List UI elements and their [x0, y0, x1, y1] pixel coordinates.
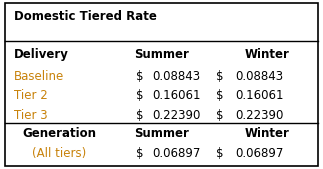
- Text: $: $: [136, 90, 143, 102]
- Text: 0.08843: 0.08843: [235, 70, 283, 83]
- Text: 0.16061: 0.16061: [152, 90, 200, 102]
- Text: Tier 2: Tier 2: [14, 90, 48, 102]
- Text: Baseline: Baseline: [14, 70, 65, 83]
- Text: 0.08843: 0.08843: [152, 70, 200, 83]
- Text: Domestic Tiered Rate: Domestic Tiered Rate: [14, 10, 157, 23]
- Text: 0.06897: 0.06897: [235, 147, 284, 160]
- Text: $: $: [216, 109, 224, 122]
- Text: $: $: [136, 147, 143, 160]
- Text: Winter: Winter: [245, 127, 290, 140]
- Text: (All tiers): (All tiers): [32, 147, 86, 160]
- Text: 0.06897: 0.06897: [152, 147, 200, 160]
- Text: $: $: [136, 109, 143, 122]
- Text: Summer: Summer: [134, 48, 189, 61]
- Text: 0.22390: 0.22390: [152, 109, 200, 122]
- Text: Tier 3: Tier 3: [14, 109, 48, 122]
- Text: $: $: [136, 70, 143, 83]
- Text: $: $: [216, 147, 224, 160]
- Text: Delivery: Delivery: [14, 48, 69, 61]
- Text: 0.22390: 0.22390: [235, 109, 284, 122]
- Text: $: $: [216, 90, 224, 102]
- Text: Summer: Summer: [134, 127, 189, 140]
- Text: Winter: Winter: [245, 48, 290, 61]
- Text: Generation: Generation: [22, 127, 96, 140]
- Text: $: $: [216, 70, 224, 83]
- Text: 0.16061: 0.16061: [235, 90, 284, 102]
